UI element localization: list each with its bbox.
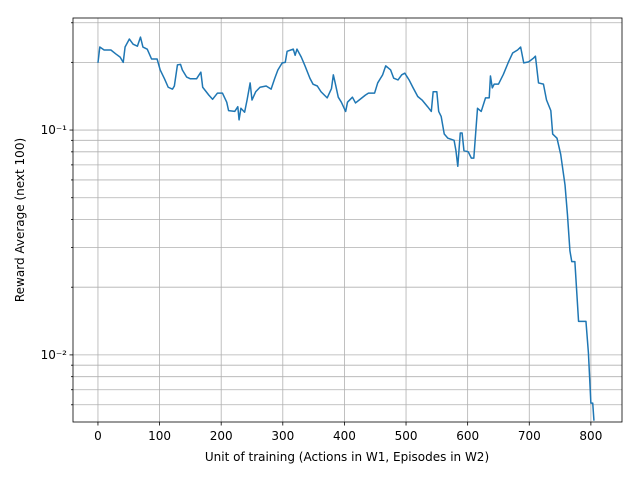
x-tick-label: 700 <box>518 429 541 443</box>
y-axis-label: Reward Average (next 100) <box>13 138 27 302</box>
plot-frame <box>72 17 623 423</box>
x-tick-label: 600 <box>456 429 479 443</box>
y-tick-label: 10⁻¹ <box>41 123 68 137</box>
data-line <box>97 36 595 421</box>
x-tick-label: 400 <box>333 429 356 443</box>
x-tick-label: 200 <box>210 429 233 443</box>
x-tick-label: 500 <box>395 429 418 443</box>
x-tick-label: 800 <box>579 429 602 443</box>
x-tick-label: 100 <box>148 429 171 443</box>
x-tick-label: 0 <box>94 429 102 443</box>
y-tick-label: 10⁻² <box>41 348 68 362</box>
x-axis-label: Unit of training (Actions in W1, Episode… <box>205 450 489 464</box>
x-tick-label: 300 <box>271 429 294 443</box>
